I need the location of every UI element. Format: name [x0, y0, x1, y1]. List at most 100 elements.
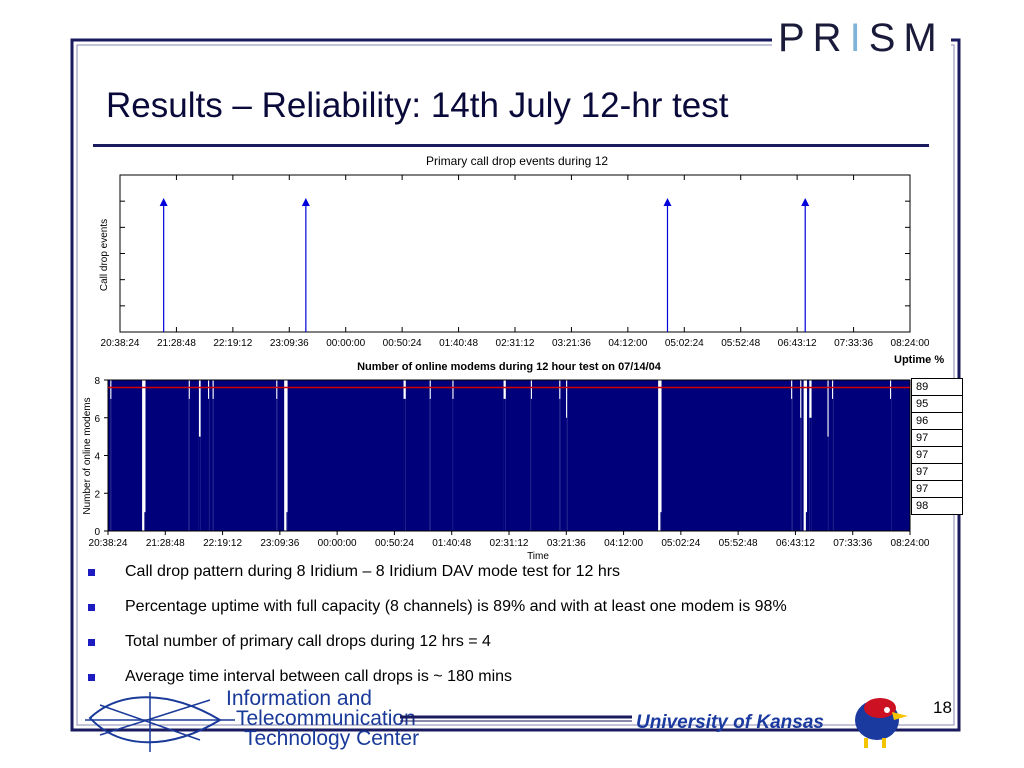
modem-count-bar	[660, 512, 662, 531]
university-name: University of Kansas	[636, 712, 824, 733]
ittc-line: Telecommunication	[236, 707, 416, 730]
uptime-table: 89 95 96 97 97 97 97 98	[911, 378, 963, 515]
modem-count-bar	[209, 380, 213, 531]
bullet-square-icon	[88, 604, 95, 611]
uptime-row: 98	[911, 497, 963, 515]
modem-count-bar	[827, 436, 829, 531]
modem-count-bar	[429, 398, 431, 531]
top-x-tick-label: 00:50:24	[383, 338, 422, 349]
prism-logo: PRISM	[772, 16, 951, 61]
modem-count-bar	[276, 398, 278, 531]
top-plot-frame	[119, 174, 911, 333]
modem-count-bar	[208, 398, 210, 531]
modem-count-bar	[144, 512, 146, 531]
bottom-x-tick-label: 01:40:48	[432, 538, 471, 549]
top-x-tick-label: 07:33:36	[834, 338, 873, 349]
title-underline	[93, 144, 929, 147]
modem-count-bar	[832, 398, 834, 531]
modem-count-bar	[111, 380, 143, 531]
modem-count-bar	[800, 417, 802, 531]
bottom-y-tick-label: 6	[94, 414, 100, 425]
bottom-x-tick-label: 23:09:36	[260, 538, 299, 549]
uptime-row: 96	[911, 412, 963, 430]
ittc-line: Information and	[226, 687, 372, 710]
modem-count-bar	[530, 398, 532, 531]
uptime-cell: 95	[911, 395, 963, 413]
modem-count-bar	[567, 380, 659, 531]
modem-count-bar	[807, 380, 810, 531]
modem-count-bar	[559, 398, 561, 531]
bullet-item: Percentage uptime with full capacity (8 …	[88, 598, 787, 633]
ittc-line: Technology Center	[244, 727, 420, 750]
bottom-y-tick-label: 2	[94, 489, 100, 500]
modem-count-bar	[792, 380, 801, 531]
modem-count-bar	[286, 512, 288, 531]
top-x-tick-label: 01:40:48	[439, 338, 478, 349]
slide-title: Results – Reliability: 14th July 12-hr t…	[106, 86, 729, 125]
modem-count-bar	[833, 380, 890, 531]
modem-count-bar	[828, 380, 833, 531]
top-x-tick-label: 06:43:12	[778, 338, 817, 349]
modem-count-bar	[805, 512, 808, 531]
bullet-square-icon	[88, 674, 95, 681]
modem-count-bar	[503, 398, 506, 531]
top-x-tick-label: 08:24:00	[891, 338, 930, 349]
top-x-tick-label: 03:21:36	[552, 338, 591, 349]
uptime-row: 97	[911, 480, 963, 498]
modem-count-bar	[277, 380, 285, 531]
bottom-y-tick-label: 8	[94, 376, 100, 387]
modem-count-bar	[108, 380, 111, 531]
bottom-chart-title: Number of online modems during 12 hour t…	[357, 361, 662, 373]
bottom-x-tick-label: 00:50:24	[375, 538, 414, 549]
modem-count-bar	[453, 380, 504, 531]
top-x-tick-label: 22:19:12	[213, 338, 252, 349]
uptime-cell: 98	[911, 497, 963, 515]
bullet-item: Total number of primary call drops durin…	[88, 633, 787, 668]
bottom-x-tick-label: 08:24:00	[891, 538, 930, 549]
bottom-y-tick-label: 4	[94, 452, 100, 463]
modem-count-bar	[430, 380, 453, 531]
jayhawk-icon	[855, 698, 908, 748]
top-x-tick-label: 05:52:48	[721, 338, 760, 349]
modem-count-bar	[531, 380, 560, 531]
bottom-x-tick-label: 00:00:00	[318, 538, 357, 549]
modem-count-bar	[212, 398, 214, 531]
top-x-tick-label: 02:31:12	[496, 338, 535, 349]
uptime-cell: 96	[911, 412, 963, 430]
bullet-item: Call drop pattern during 8 Iridium – 8 I…	[88, 563, 787, 598]
modem-count-bar	[198, 436, 201, 531]
uptime-row: 97	[911, 446, 963, 464]
uptime-row: 97	[911, 429, 963, 447]
bottom-chart-ylabel: Number of online modems	[82, 397, 93, 514]
uptime-row: 95	[911, 395, 963, 413]
modem-count-bar	[891, 380, 910, 531]
uptime-cell: 97	[911, 463, 963, 481]
bottom-x-tick-label: 05:02:24	[661, 538, 700, 549]
bottom-x-tick-label: 20:38:24	[89, 538, 128, 549]
modem-count-bar	[809, 417, 812, 531]
uptime-row: 89	[911, 378, 963, 396]
bottom-x-tick-label: 22:19:12	[203, 538, 242, 549]
modem-count-bar	[145, 380, 189, 531]
bullet-list: Call drop pattern during 8 Iridium – 8 I…	[88, 563, 787, 703]
call-drop-marker	[301, 198, 310, 206]
modem-count-bar	[213, 380, 277, 531]
modem-count-bar	[405, 380, 430, 531]
bottom-x-tick-label: 07:33:36	[833, 538, 872, 549]
bottom-x-tick-label: 06:43:12	[776, 538, 815, 549]
bullet-item: Average time interval between call drops…	[88, 668, 787, 703]
modem-count-bar	[661, 380, 792, 531]
bottom-chart-xlabel: Time	[527, 551, 549, 562]
uptime-cell: 97	[911, 480, 963, 498]
call-drop-marker	[159, 198, 168, 206]
top-x-tick-label: 21:28:48	[157, 338, 196, 349]
uptime-cell: 97	[911, 446, 963, 464]
modem-count-bar	[889, 398, 892, 531]
bullet-square-icon	[88, 639, 95, 646]
modem-count-bar	[801, 380, 804, 531]
bottom-x-tick-label: 04:12:00	[604, 538, 643, 549]
modem-count-bar	[452, 398, 454, 531]
modem-count-bar	[403, 398, 406, 531]
page-number: 18	[933, 698, 952, 717]
